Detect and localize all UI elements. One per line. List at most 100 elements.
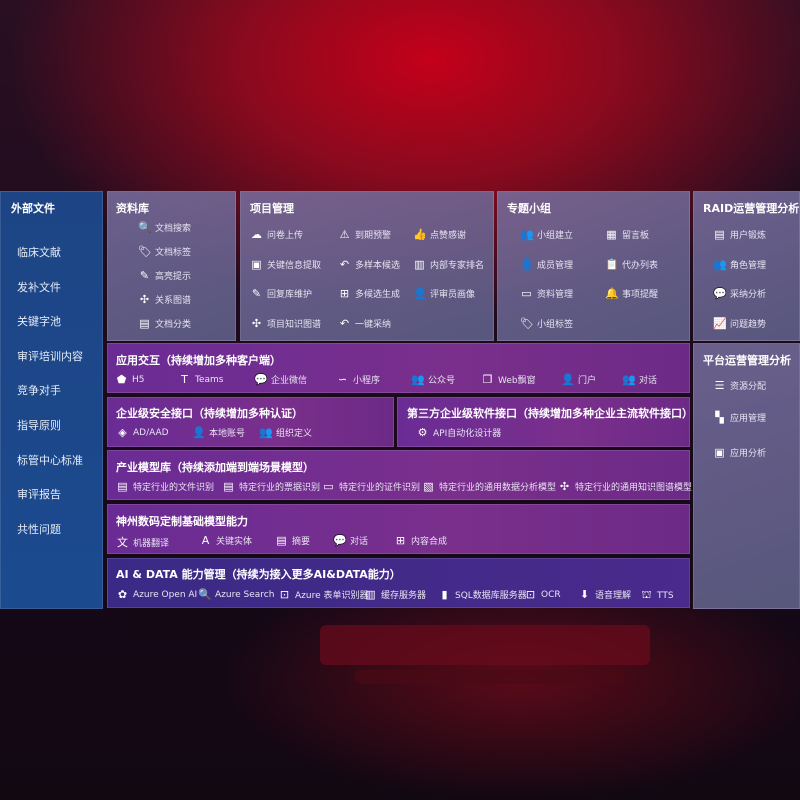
xiangmu-item[interactable]: 👤 评审员画像 bbox=[413, 287, 475, 300]
xiangmu-item[interactable]: ▥ 内部专家排名 bbox=[413, 258, 484, 271]
ziliaoku-item-label: 文档搜索 bbox=[155, 224, 192, 234]
shenzhou-item[interactable]: ⊞ 内容合成 bbox=[394, 534, 447, 547]
aidata-item-label: OCR bbox=[541, 589, 561, 600]
raid-item[interactable]: ▤ 用户锻炼 bbox=[713, 228, 766, 241]
ziliaoku-item-icon: 🔍 bbox=[138, 221, 152, 234]
zhuanti-item[interactable]: 📋 代办列表 bbox=[605, 258, 658, 271]
xiangmu-item[interactable]: ✣ 项目知识图谱 bbox=[250, 317, 321, 330]
pingtai-item[interactable]: ▣ 应用分析 bbox=[713, 446, 766, 459]
xiangmu-item[interactable]: ↶ 一键采纳 bbox=[338, 317, 391, 330]
yingyong-item[interactable]: 👥 对话 bbox=[622, 373, 657, 386]
zhuanti-item[interactable]: 👤 成员管理 bbox=[520, 258, 573, 271]
xiangmu-item[interactable]: ⊞ 多候选生成 bbox=[338, 287, 400, 300]
xiangmu-item[interactable]: ☁ 问卷上传 bbox=[250, 228, 303, 241]
yingyong-item[interactable]: 💬 企业微信 bbox=[254, 373, 307, 386]
xiangmu-item-label: 项目知识图谱 bbox=[267, 320, 322, 330]
ziliaoku-item[interactable]: 🔍 文档搜索 bbox=[138, 221, 191, 234]
xiangmu-item[interactable]: ↶ 多样本候选 bbox=[338, 258, 400, 271]
ziliaoku-item[interactable]: ✎ 高亮提示 bbox=[138, 269, 191, 282]
disanfang-item[interactable]: ⚙ API自动化设计器 bbox=[416, 426, 502, 439]
sidebar-item[interactable]: 审评培训内容 bbox=[17, 349, 83, 363]
xiangmu-item-label: 多样本候选 bbox=[355, 261, 401, 271]
xiangmu-item-label: 内部专家排名 bbox=[430, 261, 485, 271]
zhuanti-item[interactable]: ▦ 留言板 bbox=[605, 228, 649, 241]
aidata-item[interactable]: ⬇ 语音理解 bbox=[578, 588, 631, 601]
aidata-item[interactable]: ▮ SQL数据库服务器 bbox=[438, 588, 526, 601]
panel-title-zhuanti: 专题小组 bbox=[507, 202, 551, 215]
shenzhou-item-icon: 文 bbox=[117, 536, 128, 549]
shenzhou-item[interactable]: A 关键实体 bbox=[199, 534, 252, 547]
zhuanti-item[interactable]: 👥 小组建立 bbox=[520, 228, 573, 241]
ziliaoku-item-icon: 🏷 bbox=[138, 245, 152, 258]
shenzhou-item[interactable]: 文机器翻译 bbox=[116, 534, 169, 550]
chanye-item[interactable]: ▭ 特定行业的证件识别 bbox=[322, 480, 420, 493]
xiangmu-item[interactable]: ▣ 关键信息提取 bbox=[250, 258, 321, 271]
xiangmu-item[interactable]: ✎ 回复库维护 bbox=[250, 287, 312, 300]
raid-item-icon: ▤ bbox=[714, 228, 725, 241]
aidata-item-label: Azure Open AI bbox=[133, 589, 198, 600]
zhuanti-item[interactable]: 🏷 小组标签 bbox=[520, 317, 573, 330]
raid-item-icon: 💬 bbox=[713, 287, 727, 300]
anquan-item[interactable]: ◈ AD/AAD bbox=[116, 426, 168, 439]
zhuanti-item[interactable]: 🔔 事项提醒 bbox=[605, 287, 658, 300]
raid-item[interactable]: 👥 角色管理 bbox=[713, 258, 766, 271]
anquan-item[interactable]: 👥 组织定义 bbox=[259, 426, 312, 439]
aidata-item-label: 缓存服务器 bbox=[381, 591, 427, 601]
aidata-item-label: Azure 表单识别器 bbox=[295, 591, 369, 601]
sidebar-item[interactable]: 标管中心标准 bbox=[17, 453, 83, 467]
ziliaoku-item[interactable]: 🏷 文档标签 bbox=[138, 245, 191, 258]
xiangmu-item[interactable]: ⚠ 到期预警 bbox=[338, 228, 391, 241]
sidebar-item[interactable]: 共性问题 bbox=[17, 522, 61, 536]
yingyong-item-label: 小程序 bbox=[353, 376, 381, 386]
yingyong-item-icon: ⬟ bbox=[116, 373, 127, 386]
yingyong-item[interactable]: 👥 公众号 bbox=[411, 373, 455, 386]
chanye-item[interactable]: ✣ 特定行业的通用知识图谱模型 bbox=[558, 480, 692, 493]
pingtai-item-icon: ▚ bbox=[715, 411, 724, 424]
aidata-item[interactable]: ▥ 缓存服务器 bbox=[364, 588, 426, 601]
yingyong-item[interactable]: 👤 门户 bbox=[561, 373, 596, 386]
xiangmu-item-label: 关键信息提取 bbox=[267, 261, 322, 271]
zhuanti-item-label: 事项提醒 bbox=[622, 290, 659, 300]
yingyong-item[interactable]: ❐ Web飘窗 bbox=[481, 373, 536, 386]
raid-item[interactable]: 📈 问题趋势 bbox=[713, 317, 766, 330]
pingtai-item[interactable]: ▚ 应用管理 bbox=[713, 411, 766, 424]
chanye-item-icon: ✣ bbox=[559, 480, 570, 493]
ziliaoku-item[interactable]: ▤ 文档分类 bbox=[138, 317, 191, 330]
sidebar-item[interactable]: 竞争对手 bbox=[17, 384, 61, 398]
chanye-item[interactable]: ▤ 特定行业的票据识别 bbox=[222, 480, 320, 493]
yingyong-item[interactable]: ∽ 小程序 bbox=[336, 373, 380, 386]
aidata-item[interactable]: ⛫ TTS bbox=[640, 588, 673, 603]
panel-anquan bbox=[107, 397, 394, 447]
sidebar-item[interactable]: 审评报告 bbox=[17, 488, 61, 502]
xiangmu-item[interactable]: 👍 点赞感谢 bbox=[413, 228, 466, 241]
aidata-item[interactable]: ✿ Azure Open AI bbox=[116, 588, 197, 601]
ziliaoku-item-icon: ▤ bbox=[139, 317, 150, 330]
shenzhou-item[interactable]: 💬 对话 bbox=[333, 534, 368, 547]
sidebar-item[interactable]: 关键字池 bbox=[17, 315, 61, 329]
zhuanti-item-icon: 📋 bbox=[605, 258, 619, 271]
yingyong-item[interactable]: ⬟ H5 bbox=[115, 373, 145, 386]
zhuanti-item[interactable]: ▭ 资料管理 bbox=[520, 287, 573, 300]
chanye-item[interactable]: ▤ 特定行业的文件识别 bbox=[116, 480, 214, 493]
shenzhou-item-label: 关键实体 bbox=[216, 537, 253, 547]
sidebar-item[interactable]: 指导原则 bbox=[17, 419, 61, 432]
sidebar-item[interactable]: 发补文件 bbox=[17, 280, 61, 294]
anquan-item[interactable]: 👤 本地账号 bbox=[192, 426, 245, 439]
yingyong-item[interactable]: T Teams bbox=[178, 373, 223, 386]
pingtai-item-label: 应用分析 bbox=[730, 449, 767, 459]
raid-item[interactable]: 💬 采纳分析 bbox=[713, 287, 766, 300]
chanye-item[interactable]: ▧ 特定行业的通用数据分析模型 bbox=[422, 480, 556, 493]
panel-raid bbox=[693, 191, 800, 341]
panel-title-ziliaoku: 资料库 bbox=[116, 202, 149, 215]
aidata-item[interactable]: ⊡ OCR bbox=[524, 588, 561, 601]
pingtai-item-label: 应用管理 bbox=[730, 414, 767, 424]
raid-item-label: 用户锻炼 bbox=[730, 231, 767, 241]
shenzhou-item-label: 对话 bbox=[350, 537, 369, 547]
panel-yingyong bbox=[107, 343, 690, 393]
sidebar-item[interactable]: 临床文献 bbox=[17, 246, 61, 259]
shenzhou-item[interactable]: ▤ 摘要 bbox=[275, 534, 310, 547]
pingtai-item[interactable]: ☰ 资源分配 bbox=[713, 379, 766, 392]
ziliaoku-item[interactable]: ✣ 关系图谱 bbox=[138, 293, 191, 306]
aidata-item[interactable]: 🔍 Azure Search bbox=[198, 588, 274, 601]
aidata-item[interactable]: ⊡ Azure 表单识别器 bbox=[278, 588, 369, 601]
